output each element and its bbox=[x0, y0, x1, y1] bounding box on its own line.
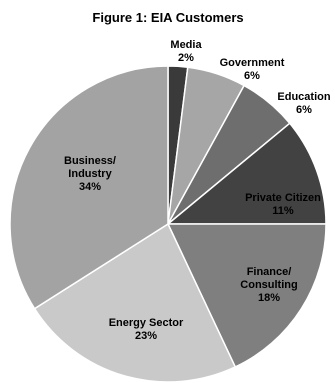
slice-name-line: Business/ bbox=[64, 155, 116, 167]
slice-percent: 6% bbox=[244, 70, 260, 82]
slice-label-education: Education 6% bbox=[277, 91, 330, 116]
slice-name-line: Private Citizen bbox=[245, 192, 321, 204]
slice-percent: 23% bbox=[135, 330, 157, 342]
slice-name-line: Industry bbox=[68, 168, 112, 180]
pie-slice-finance-consulting bbox=[166, 223, 327, 368]
slice-label-private-citizen: Private Citizen 11% bbox=[245, 192, 321, 217]
slice-name-line: Education bbox=[277, 91, 330, 103]
slice-label-media: Media 2% bbox=[170, 39, 202, 64]
slice-label-finance-consulting: Finance/Consulting 18% bbox=[240, 266, 297, 304]
slice-name-line: Finance/ bbox=[247, 266, 292, 278]
pie-slice-energy-sector bbox=[33, 222, 237, 383]
slice-percent: 11% bbox=[272, 205, 294, 217]
pie-slices bbox=[9, 65, 327, 383]
slice-label-government: Government 6% bbox=[220, 57, 285, 82]
pie-slice-private-citizen bbox=[165, 122, 327, 225]
slice-percent: 2% bbox=[178, 52, 194, 64]
slice-name-line: Media bbox=[170, 39, 202, 51]
slice-percent: 18% bbox=[258, 292, 280, 304]
slice-name-line: Consulting bbox=[240, 279, 297, 291]
slice-label-business-industry: Business/Industry 34% bbox=[64, 155, 116, 193]
slice-percent: 34% bbox=[79, 181, 101, 193]
chart-title: Figure 1: EIA Customers bbox=[92, 10, 243, 25]
slice-name-line: Energy Sector bbox=[109, 317, 184, 329]
slice-percent: 6% bbox=[296, 104, 312, 116]
pie-slice-business-industry bbox=[9, 65, 169, 310]
pie-labels: Media 2% Government 6%Education 6%Private Ci… bbox=[64, 39, 331, 342]
slice-name-line: Government bbox=[220, 57, 285, 69]
slice-label-energy-sector: Energy Sector 23% bbox=[109, 317, 184, 342]
